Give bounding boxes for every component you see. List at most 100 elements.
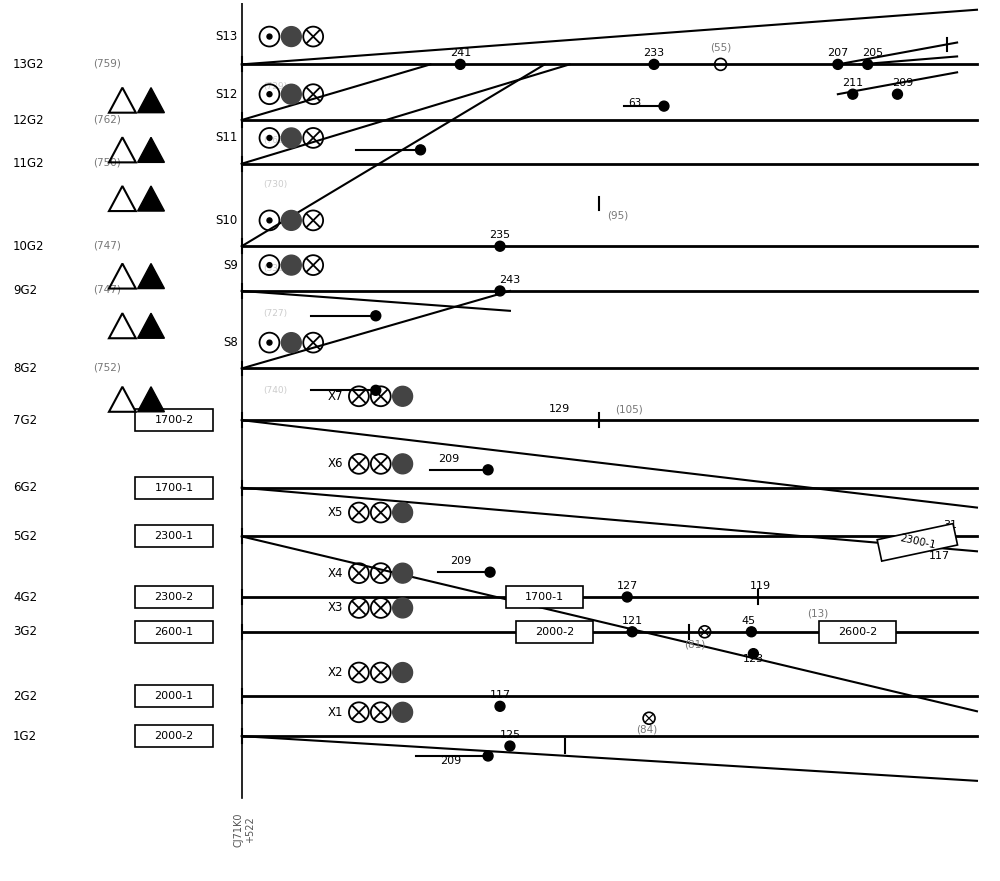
Circle shape xyxy=(483,751,493,761)
Text: 31: 31 xyxy=(943,521,957,530)
Text: 209: 209 xyxy=(892,78,913,88)
Text: 63: 63 xyxy=(629,98,642,108)
Circle shape xyxy=(393,598,413,618)
Text: (762): (762) xyxy=(264,136,288,145)
Circle shape xyxy=(627,626,637,637)
Text: (750): (750) xyxy=(94,158,121,167)
Circle shape xyxy=(393,663,413,683)
Circle shape xyxy=(393,502,413,522)
Circle shape xyxy=(281,85,301,104)
Polygon shape xyxy=(138,314,164,338)
Text: S11: S11 xyxy=(215,131,238,144)
Text: 241: 241 xyxy=(450,48,471,58)
Text: 1700-1: 1700-1 xyxy=(525,592,564,602)
Circle shape xyxy=(649,59,659,70)
Text: 1700-1: 1700-1 xyxy=(155,483,194,492)
Text: 129: 129 xyxy=(549,404,570,414)
Text: 125: 125 xyxy=(499,730,520,740)
Text: 4G2: 4G2 xyxy=(13,590,37,603)
Text: 11G2: 11G2 xyxy=(13,157,45,170)
Circle shape xyxy=(416,144,425,155)
Text: 10G2: 10G2 xyxy=(13,240,45,253)
Circle shape xyxy=(281,333,301,352)
Circle shape xyxy=(746,626,756,637)
Text: 2G2: 2G2 xyxy=(13,690,37,703)
Text: (81): (81) xyxy=(684,640,705,649)
Circle shape xyxy=(267,136,272,140)
Circle shape xyxy=(393,563,413,583)
Text: (727): (727) xyxy=(264,309,288,318)
Circle shape xyxy=(622,592,632,602)
Text: (762): (762) xyxy=(94,114,121,124)
Text: X4: X4 xyxy=(327,566,343,580)
Text: (55): (55) xyxy=(710,42,731,53)
Circle shape xyxy=(267,34,272,39)
FancyBboxPatch shape xyxy=(135,586,213,608)
FancyBboxPatch shape xyxy=(135,409,213,431)
Text: 2600-1: 2600-1 xyxy=(155,626,194,637)
Circle shape xyxy=(863,59,873,70)
Text: 205: 205 xyxy=(862,48,883,58)
Text: 6G2: 6G2 xyxy=(13,481,37,494)
Text: (752): (752) xyxy=(94,362,121,373)
Text: S8: S8 xyxy=(223,337,238,349)
FancyBboxPatch shape xyxy=(819,621,896,643)
Text: 211: 211 xyxy=(842,78,863,88)
Circle shape xyxy=(495,241,505,251)
Text: 233: 233 xyxy=(643,48,665,58)
Circle shape xyxy=(505,741,515,751)
Text: 13G2: 13G2 xyxy=(13,58,45,70)
Circle shape xyxy=(393,387,413,406)
Text: 123: 123 xyxy=(743,654,764,663)
FancyBboxPatch shape xyxy=(877,523,958,561)
FancyBboxPatch shape xyxy=(135,477,213,499)
Circle shape xyxy=(748,648,758,659)
Circle shape xyxy=(485,567,495,577)
Polygon shape xyxy=(138,137,164,162)
Circle shape xyxy=(281,255,301,275)
Circle shape xyxy=(371,311,381,321)
Circle shape xyxy=(455,59,465,70)
Circle shape xyxy=(833,59,843,70)
Text: X7: X7 xyxy=(327,389,343,403)
Text: 2300-1: 2300-1 xyxy=(898,534,936,551)
Text: S10: S10 xyxy=(215,214,238,227)
Circle shape xyxy=(483,465,493,475)
Text: (747): (747) xyxy=(94,285,121,295)
Text: (95): (95) xyxy=(607,211,628,220)
Text: X6: X6 xyxy=(327,457,343,470)
FancyBboxPatch shape xyxy=(516,621,593,643)
Circle shape xyxy=(893,89,902,100)
Circle shape xyxy=(495,701,505,711)
FancyBboxPatch shape xyxy=(506,586,583,608)
Text: 5G2: 5G2 xyxy=(13,529,37,543)
Text: X1: X1 xyxy=(327,706,343,719)
Text: 243: 243 xyxy=(499,275,521,285)
Text: 209: 209 xyxy=(438,454,459,464)
Circle shape xyxy=(267,92,272,97)
Text: X5: X5 xyxy=(328,506,343,519)
Circle shape xyxy=(371,385,381,396)
Text: 209: 209 xyxy=(450,556,471,566)
Text: (729): (729) xyxy=(264,82,288,92)
Polygon shape xyxy=(138,387,164,411)
Text: CJ71K0
+522: CJ71K0 +522 xyxy=(234,812,255,848)
Text: 1G2: 1G2 xyxy=(13,729,37,743)
Polygon shape xyxy=(138,263,164,289)
Text: 7G2: 7G2 xyxy=(13,413,37,426)
Text: (84): (84) xyxy=(636,724,658,734)
Text: S12: S12 xyxy=(215,88,238,100)
Text: 2000-2: 2000-2 xyxy=(154,731,194,741)
Polygon shape xyxy=(138,87,164,113)
FancyBboxPatch shape xyxy=(135,725,213,747)
Circle shape xyxy=(393,454,413,474)
Text: 2000-2: 2000-2 xyxy=(535,626,574,637)
Text: 209: 209 xyxy=(440,756,461,766)
Polygon shape xyxy=(138,186,164,211)
Text: 9G2: 9G2 xyxy=(13,285,37,298)
Text: 2300-1: 2300-1 xyxy=(155,531,194,542)
FancyBboxPatch shape xyxy=(135,685,213,707)
Text: 127: 127 xyxy=(617,581,638,591)
Text: (105): (105) xyxy=(615,404,643,414)
Text: S9: S9 xyxy=(223,259,238,271)
